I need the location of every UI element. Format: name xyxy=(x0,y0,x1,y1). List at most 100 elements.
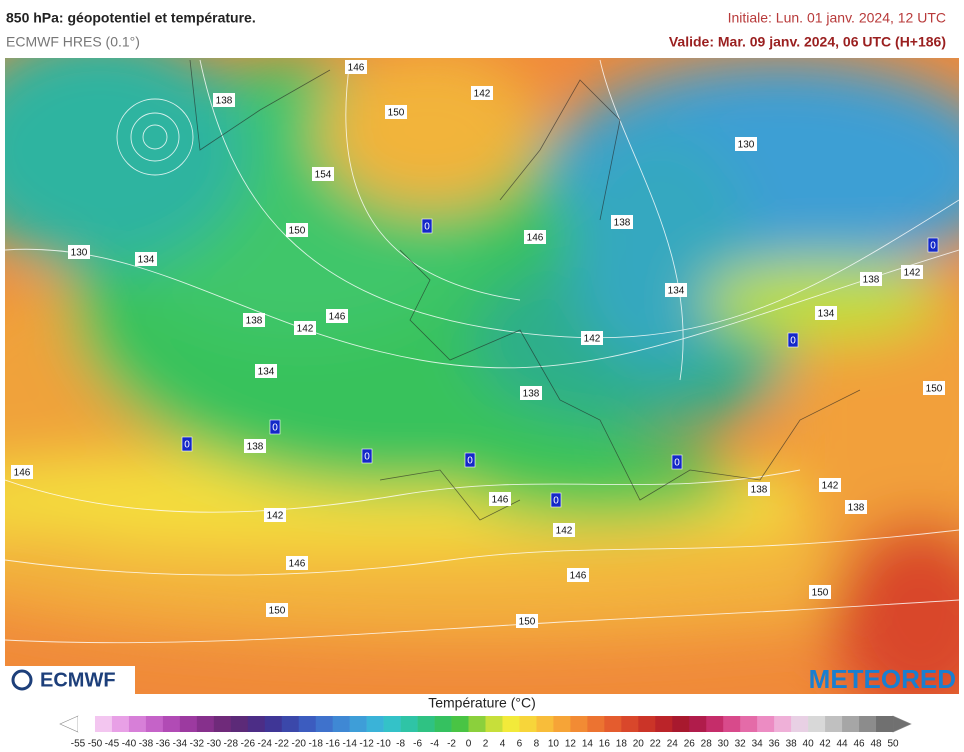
color-swatch xyxy=(553,716,571,732)
freezing-label-box xyxy=(927,237,939,253)
color-swatch xyxy=(706,716,724,732)
freezing-label-box xyxy=(550,492,562,508)
color-bar-label: 12 xyxy=(565,739,577,750)
contour-label: 138 xyxy=(247,442,264,453)
contour-label-box xyxy=(860,272,882,286)
freezing-label: 0 xyxy=(364,452,370,463)
color-swatch xyxy=(230,716,249,732)
color-swatch xyxy=(621,716,639,732)
color-bar: -55 -50 -45 -40 -38 -36 -34 -32 -30 -28 -26 -24 -22-… xyxy=(59,715,912,750)
contour-label: 150 xyxy=(519,617,536,628)
color-swatch xyxy=(825,716,843,732)
color-bar-label: -38 xyxy=(139,739,154,750)
contour-label: 150 xyxy=(388,108,405,119)
contour-label: 134 xyxy=(138,255,155,266)
contour-label: 146 xyxy=(492,495,509,506)
color-swatch xyxy=(791,716,809,732)
color-swatch xyxy=(808,716,826,732)
color-swatch xyxy=(842,716,860,732)
color-swatch xyxy=(655,716,673,732)
contour-label-box xyxy=(581,331,603,345)
contour-label-box xyxy=(255,364,277,378)
color-bar-label: -45 xyxy=(105,739,120,750)
freezing-label-box xyxy=(361,448,373,464)
contour-label-box xyxy=(748,482,770,496)
color-swatch xyxy=(757,716,775,732)
freezing-label-box xyxy=(181,436,193,452)
contour-label: 154 xyxy=(315,170,332,181)
contour-label: 134 xyxy=(818,309,835,320)
contour-label: 142 xyxy=(267,511,284,522)
color-bar-label: -20 xyxy=(292,739,307,750)
legend-title: Température (°C) xyxy=(428,695,536,711)
color-swatch xyxy=(468,716,486,732)
contour-label-box xyxy=(815,306,837,320)
freezing-label-box xyxy=(464,452,476,468)
color-bar-label: -18 xyxy=(308,739,323,750)
color-bar-label: -26 xyxy=(241,739,256,750)
contour-label: 142 xyxy=(556,526,573,537)
contour-label-box xyxy=(266,603,288,617)
color-bar-label: -28 xyxy=(224,739,239,750)
color-bar-label: 0 xyxy=(466,739,472,750)
color-bar-label: -50 xyxy=(88,739,103,750)
color-swatch xyxy=(78,716,96,732)
color-swatch xyxy=(672,716,690,732)
color-bar-label: 26 xyxy=(684,739,696,750)
title: 850 hPa: géopotentiel et température. xyxy=(6,10,256,26)
contour-label: 134 xyxy=(258,367,275,378)
contour-label: 146 xyxy=(289,559,306,570)
contour-label: 142 xyxy=(584,334,601,345)
contour-label-box xyxy=(567,568,589,582)
color-bar-label: -10 xyxy=(376,739,391,750)
contour-label-box xyxy=(135,252,157,266)
color-swatch xyxy=(740,716,758,732)
color-bar-label: 46 xyxy=(853,739,865,750)
color-swatch xyxy=(315,716,333,732)
model: ECMWF HRES (0.1°) xyxy=(6,34,140,50)
freezing-label: 0 xyxy=(790,336,796,347)
freezing-label: 0 xyxy=(674,458,680,469)
color-swatch xyxy=(247,716,266,732)
color-bar-label: 6 xyxy=(517,739,523,750)
color-swatch xyxy=(264,716,283,732)
color-bar-label: -6 xyxy=(413,739,422,750)
color-bar-label: -24 xyxy=(258,739,273,750)
color-swatch xyxy=(366,716,384,732)
color-bar-label: -4 xyxy=(430,739,439,750)
color-swatch xyxy=(876,716,894,732)
contour-label-box xyxy=(264,508,286,522)
color-bar-label: -14 xyxy=(342,739,357,750)
color-bar-label: 8 xyxy=(534,739,540,750)
color-bar-label: 48 xyxy=(870,739,882,750)
freezing-label: 0 xyxy=(184,440,190,451)
contour-label-box xyxy=(665,283,687,297)
color-bar-label: -12 xyxy=(359,739,374,750)
color-swatch xyxy=(536,716,554,732)
color-swatch xyxy=(689,716,707,732)
color-swatch xyxy=(587,716,605,732)
color-swatch xyxy=(502,716,520,732)
contour-label: 146 xyxy=(570,571,587,582)
contour-label: 130 xyxy=(738,140,755,151)
color-swatch xyxy=(298,716,317,732)
color-bar-label: 30 xyxy=(718,739,730,750)
contour-label-box xyxy=(68,245,90,259)
contour-label: 142 xyxy=(904,268,921,279)
contour-label: 142 xyxy=(297,324,314,335)
initial-time: Initiale: Lun. 01 janv. 2024, 12 UTC xyxy=(728,10,946,26)
contour-labels: 146 138 142 150 154 130 150 138 146 130 134 142 138 1… xyxy=(11,60,945,628)
color-swatch xyxy=(383,716,401,732)
color-bar-label: -34 xyxy=(173,739,188,750)
color-bar-label: 18 xyxy=(616,739,628,750)
color-swatch xyxy=(434,716,452,732)
color-swatch xyxy=(451,716,469,732)
contour-label-box xyxy=(735,137,757,151)
color-bar-label: -36 xyxy=(156,739,171,750)
color-bar-label: 40 xyxy=(803,739,815,750)
color-bar-label: 4 xyxy=(500,739,506,750)
color-bar-label: 16 xyxy=(599,739,611,750)
contour-label: 138 xyxy=(246,316,263,327)
